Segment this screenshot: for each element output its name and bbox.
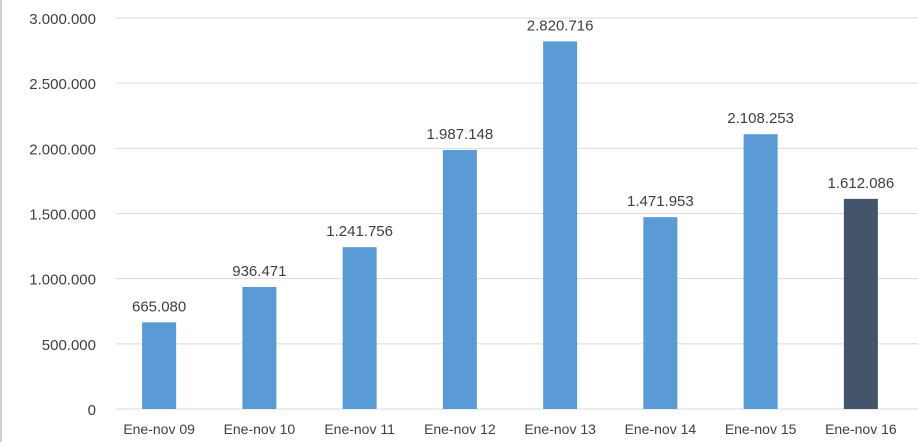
x-tick-label: Ene-nov 13: [524, 421, 596, 437]
bar: [342, 247, 377, 409]
bar-value-label: 665.080: [132, 298, 186, 315]
bar-value-label: 2.820.716: [527, 17, 594, 34]
bar-value-label: 1.987.148: [427, 126, 494, 143]
bar-value-label: 1.241.756: [326, 223, 393, 240]
y-tick-label: 3.000.000: [29, 11, 96, 28]
y-tick-label: 2.500.000: [29, 76, 96, 93]
y-tick-label: 0: [88, 402, 96, 419]
x-tick-label: Ene-nov 09: [123, 421, 195, 437]
y-tick-label: 1.500.000: [29, 207, 96, 224]
bar-value-label: 936.471: [232, 263, 286, 280]
bar-value-label: 1.471.953: [627, 193, 694, 210]
bar: [743, 134, 778, 409]
bar: [242, 286, 277, 409]
y-tick-label: 2.000.000: [29, 141, 96, 158]
x-tick-label: Ene-nov 12: [424, 421, 496, 437]
x-tick-label: Ene-nov 15: [725, 421, 797, 437]
data-labels: 665.080 936.471 1.241.756 1.987.148 2.820.71…: [132, 17, 894, 315]
y-tick-label: 1.000.000: [29, 272, 96, 289]
x-axis-ticks: Ene-nov 09 Ene-nov 10 Ene-nov 11 Ene-nov 12…: [123, 421, 897, 437]
x-tick-label: Ene-nov 11: [324, 421, 395, 437]
frame-border: [0, 0, 2, 442]
bar: [442, 150, 477, 410]
bar: [142, 322, 177, 409]
gridlines: [116, 17, 918, 410]
y-axis-ticks: 0 500.000 1.000.000 1.500.000 2.000.000 2.500…: [29, 11, 96, 419]
y-tick-label: 500.000: [42, 337, 96, 354]
bar-value-label: 1.612.086: [828, 175, 895, 192]
bar-value-label: 2.108.253: [727, 110, 794, 127]
bar: [643, 217, 678, 409]
bar: [543, 41, 578, 410]
bar: [843, 198, 878, 409]
x-tick-label: Ene-nov 16: [825, 421, 897, 437]
x-tick-label: Ene-nov 14: [625, 421, 697, 437]
x-tick-label: Ene-nov 10: [224, 421, 296, 437]
bars: [142, 41, 878, 410]
